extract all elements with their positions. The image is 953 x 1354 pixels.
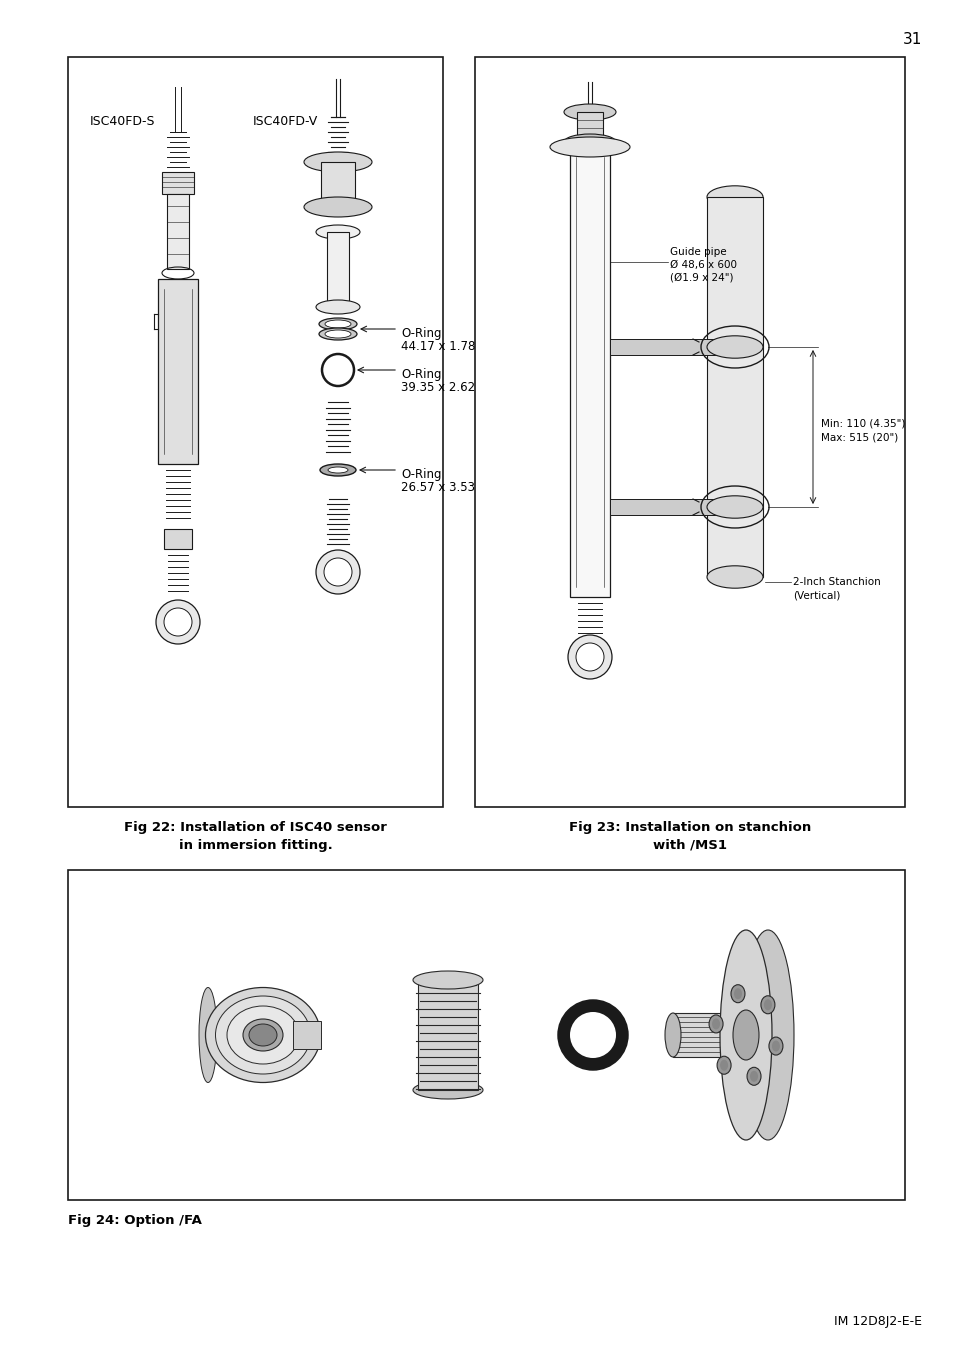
Ellipse shape [227, 1006, 298, 1064]
Ellipse shape [749, 1071, 758, 1082]
Ellipse shape [325, 320, 351, 328]
Ellipse shape [558, 1001, 626, 1070]
Ellipse shape [156, 600, 200, 645]
Bar [609, 338, 734, 355]
Ellipse shape [730, 984, 744, 1003]
Bar [167, 194, 189, 269]
Ellipse shape [318, 328, 356, 340]
Ellipse shape [706, 496, 762, 519]
Ellipse shape [569, 1011, 616, 1057]
Ellipse shape [771, 1041, 780, 1052]
Bar [158, 279, 198, 464]
Ellipse shape [720, 1060, 727, 1071]
Ellipse shape [706, 185, 762, 209]
Text: ISC40FD-V: ISC40FD-V [253, 115, 318, 129]
Ellipse shape [567, 635, 612, 678]
Ellipse shape [706, 336, 762, 359]
Bar [706, 196, 762, 577]
Ellipse shape [413, 971, 482, 988]
Ellipse shape [763, 999, 771, 1010]
Text: O-Ring: O-Ring [400, 468, 441, 481]
Bar [164, 529, 192, 548]
Text: 44.17 x 1.78: 44.17 x 1.78 [400, 340, 475, 353]
Ellipse shape [717, 1056, 730, 1074]
Bar [577, 112, 602, 142]
Ellipse shape [205, 987, 320, 1082]
Bar [609, 500, 734, 515]
Ellipse shape [304, 152, 372, 172]
Bar [672, 1013, 747, 1057]
Text: Guide pipe: Guide pipe [669, 246, 726, 257]
Ellipse shape [243, 1020, 283, 1051]
Ellipse shape [732, 1010, 759, 1060]
Bar [320, 162, 355, 207]
Text: Fig 22: Installation of ISC40 sensor: Fig 22: Installation of ISC40 sensor [124, 821, 387, 834]
Ellipse shape [741, 930, 793, 1140]
Ellipse shape [550, 137, 629, 157]
Ellipse shape [324, 558, 352, 586]
Ellipse shape [315, 550, 359, 594]
Text: 26.57 x 3.53: 26.57 x 3.53 [400, 481, 475, 494]
Text: ISC40FD-S: ISC40FD-S [90, 115, 155, 129]
Ellipse shape [249, 1024, 276, 1047]
Ellipse shape [199, 987, 216, 1082]
Text: in immersion fitting.: in immersion fitting. [178, 839, 332, 852]
Bar [293, 1021, 320, 1049]
Ellipse shape [325, 330, 351, 338]
Ellipse shape [760, 995, 774, 1014]
Text: (Ø1.9 x 24"): (Ø1.9 x 24") [669, 274, 733, 283]
Ellipse shape [164, 608, 192, 636]
Text: Min: 110 (4.35"): Min: 110 (4.35") [821, 418, 904, 429]
Ellipse shape [315, 301, 359, 314]
Ellipse shape [746, 1067, 760, 1086]
Text: 31: 31 [902, 32, 921, 47]
Ellipse shape [215, 997, 310, 1074]
Ellipse shape [664, 1013, 680, 1057]
Text: Fig 23: Installation on stanchion: Fig 23: Installation on stanchion [568, 821, 810, 834]
Ellipse shape [576, 643, 603, 672]
Bar [569, 148, 609, 597]
Text: Ø 48,6 x 600: Ø 48,6 x 600 [669, 260, 737, 269]
Ellipse shape [711, 1018, 720, 1029]
Ellipse shape [733, 988, 741, 999]
Bar [327, 232, 349, 307]
Text: O-Ring: O-Ring [400, 368, 441, 380]
Text: IM 12D8J2-E-E: IM 12D8J2-E-E [833, 1315, 921, 1328]
Text: 39.35 x 2.62: 39.35 x 2.62 [400, 380, 475, 394]
Text: Max: 515 (20"): Max: 515 (20") [821, 433, 898, 443]
Bar [475, 57, 904, 807]
Ellipse shape [304, 196, 372, 217]
Ellipse shape [319, 464, 355, 477]
Bar [162, 172, 193, 194]
Bar [68, 871, 904, 1200]
Ellipse shape [318, 318, 356, 330]
Bar [417, 980, 477, 1090]
Ellipse shape [328, 467, 348, 473]
Bar [68, 57, 442, 807]
Text: with /MS1: with /MS1 [652, 839, 726, 852]
Ellipse shape [315, 225, 359, 240]
Ellipse shape [563, 134, 616, 150]
Ellipse shape [708, 1016, 722, 1033]
Ellipse shape [413, 1080, 482, 1099]
Text: O-Ring: O-Ring [400, 328, 441, 340]
Text: 2-Inch Stanchion: 2-Inch Stanchion [792, 577, 880, 588]
Text: Fig 24: Option /FA: Fig 24: Option /FA [68, 1215, 202, 1227]
Ellipse shape [563, 104, 616, 121]
Text: (Vertical): (Vertical) [792, 590, 840, 600]
Ellipse shape [706, 566, 762, 588]
Ellipse shape [768, 1037, 782, 1055]
Ellipse shape [720, 930, 771, 1140]
